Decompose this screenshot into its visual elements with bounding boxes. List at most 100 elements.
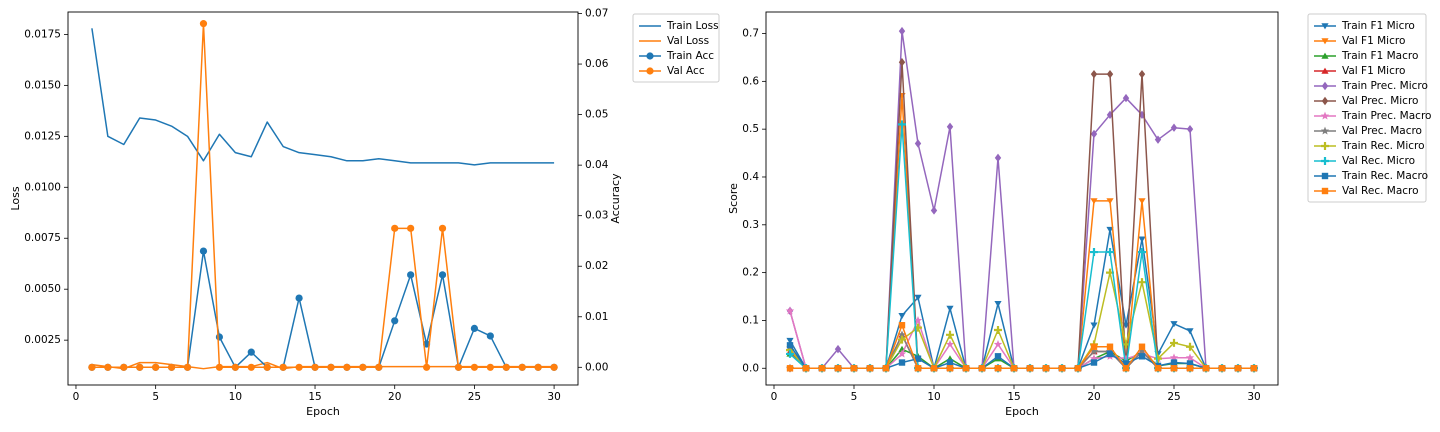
chart1-data-point	[359, 363, 367, 371]
chart2-legend-label: Val Rec. Macro	[1342, 185, 1419, 197]
chart2-data-point	[1138, 353, 1146, 360]
chart2-series-line	[789, 310, 1254, 370]
chart2-data-point	[898, 335, 906, 344]
chart1-data-point	[391, 317, 399, 325]
chart1-data-point	[438, 224, 447, 232]
chart1-data-point	[454, 363, 463, 371]
chart2-data-point	[945, 339, 955, 348]
chart1-data-point	[183, 363, 192, 371]
chart2-data-point	[1234, 365, 1242, 372]
chart2-x-tick-label: 15	[1007, 391, 1020, 403]
chart2-data-point	[1138, 236, 1146, 243]
chart1-data-point	[104, 363, 112, 371]
chart1-data-point	[375, 363, 383, 371]
chart1-data-point	[120, 363, 128, 371]
chart1-data-point	[167, 363, 176, 371]
chart2-y-tick-label: 0.1	[742, 314, 759, 326]
chart2-data-point	[914, 355, 922, 362]
chart2-data-point	[946, 359, 954, 366]
chart1-data-point	[391, 224, 399, 232]
chart2-data-point	[1089, 347, 1099, 356]
chart1-y-tick-label: 0.0175	[24, 28, 61, 40]
chart1-x-tick-label: 25	[468, 391, 481, 403]
chart2-data-point	[1058, 365, 1066, 372]
chart1-data-point	[152, 363, 160, 371]
chart2-data-point	[1186, 124, 1194, 134]
chart2-data-point	[1106, 343, 1114, 350]
chart1-data-point	[279, 363, 287, 371]
chart2-data-point	[1121, 354, 1131, 363]
chart2-data-point	[914, 365, 922, 372]
chart1-y2-tick-label: 0.03	[585, 210, 608, 222]
chart1-data-point	[247, 363, 255, 371]
chart2-data-point	[994, 326, 1002, 335]
chart2-data-point	[1106, 350, 1114, 358]
chart2-data-point	[913, 316, 923, 324]
chart2-data-point	[1169, 353, 1179, 362]
chart2-data-point	[1170, 365, 1178, 372]
chart2-data-point	[1089, 354, 1099, 363]
chart2-legend-label: Val F1 Micro	[1342, 65, 1405, 77]
chart1-y2-tick-label: 0.04	[585, 159, 609, 171]
chart2-legend-label: Train Rec. Macro	[1341, 170, 1428, 182]
chart2-legend-label: Train F1 Micro	[1341, 20, 1415, 32]
chart1-legend-label: Val Acc	[667, 65, 705, 77]
chart2-series-line	[789, 344, 1254, 370]
chart2-data-point	[786, 365, 794, 372]
chart2-data-point	[1137, 347, 1147, 356]
chart2-data-point	[1106, 198, 1114, 205]
chart1-data-point	[199, 247, 208, 255]
chart2-series-line	[789, 123, 1254, 370]
chart1-data-point	[407, 271, 415, 279]
chart2-data-point	[898, 26, 906, 36]
chart1-y-tick-label: 0.0050	[24, 283, 61, 295]
chart1-data-point	[343, 363, 351, 371]
chart2-data-point	[818, 365, 826, 372]
chart2-data-point	[897, 330, 907, 339]
chart1-data-point	[518, 363, 526, 371]
chart1-data-point	[534, 363, 542, 371]
chart1-data-point	[486, 332, 494, 340]
chart2-x-tick-label: 0	[771, 391, 778, 403]
chart2-y-axis-label: Score	[727, 183, 740, 214]
chart2-data-point	[1090, 343, 1098, 350]
chart1-y2-tick-label: 0.01	[585, 311, 608, 323]
chart2-data-point	[897, 349, 907, 358]
chart2-data-point	[1170, 338, 1178, 347]
chart2-data-point	[1218, 365, 1226, 372]
chart2-y-tick-label: 0.5	[742, 123, 759, 135]
chart2-data-point	[1202, 365, 1210, 372]
chart2-data-point	[1154, 365, 1162, 372]
chart2-data-point	[978, 365, 986, 372]
chart2-data-point	[850, 365, 858, 372]
chart2-data-point	[994, 153, 1002, 163]
chart1-data-point	[422, 363, 431, 371]
chart2-legend-label: Train F1 Macro	[1341, 50, 1418, 62]
chart2-legend-label: Val Rec. Micro	[1342, 155, 1415, 167]
chart2-legend-frame	[1307, 13, 1427, 203]
chart2-data-point	[1185, 353, 1195, 362]
chart2-legend-label: Val Prec. Micro	[1342, 95, 1418, 107]
chart2-data-point	[1106, 248, 1114, 257]
chart1-x-tick-label: 15	[308, 391, 321, 403]
chart2-plot-frame	[765, 11, 1279, 386]
chart2-legend-marker	[1321, 52, 1329, 59]
chart1-data-point	[247, 348, 255, 356]
chart1-x-axis-label: Epoch	[306, 405, 340, 418]
chart1-y-tick-label: 0.0100	[24, 181, 61, 193]
chart2-legend-marker	[1321, 187, 1329, 195]
chart1-data-point	[486, 363, 494, 371]
chart2-x-tick-label: 25	[1167, 391, 1180, 403]
chart2-data-point	[1170, 123, 1178, 132]
chart1-legend-marker	[646, 67, 654, 75]
chart2-data-point	[898, 359, 906, 366]
chart2-legend-label: Val Prec. Macro	[1342, 125, 1422, 137]
chart2-legend-label: Val F1 Micro	[1342, 35, 1405, 47]
chart2-data-point	[1090, 248, 1098, 257]
chart1-data-point	[199, 20, 208, 28]
chart1-x-tick-label: 5	[152, 391, 159, 403]
chart2-data-point	[898, 322, 906, 329]
chart2-data-point	[1122, 360, 1130, 367]
chart1-data-point	[470, 363, 479, 371]
chart2-y-tick-label: 0.4	[742, 171, 759, 183]
